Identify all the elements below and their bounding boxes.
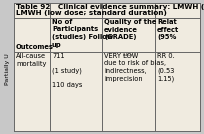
Text: No of
Participants
(studies) Follow
up: No of Participants (studies) Follow up xyxy=(52,19,113,47)
Text: Partially U: Partially U xyxy=(4,53,10,85)
Text: Quality of the
evidence
(GRADE): Quality of the evidence (GRADE) xyxy=(104,19,156,40)
Text: due to risk of bias,
indirectness,
imprecision: due to risk of bias, indirectness, impre… xyxy=(104,60,166,81)
Text: LMWH (low dose; standard duration): LMWH (low dose; standard duration) xyxy=(16,10,167,16)
Text: a,b,c: a,b,c xyxy=(123,53,133,57)
Text: 711

(1 study)

110 days: 711 (1 study) 110 days xyxy=(52,53,82,88)
Text: VERY LOW: VERY LOW xyxy=(104,53,138,59)
Text: Relat
effect
(95%: Relat effect (95% xyxy=(157,19,179,40)
Text: Outcomes: Outcomes xyxy=(16,44,54,50)
Text: All-cause
mortality: All-cause mortality xyxy=(16,53,46,67)
Text: RR 0.

(0.53
1.15): RR 0. (0.53 1.15) xyxy=(157,53,175,81)
Text: Table 92   Clinical evidence summary: LMWH (standa: Table 92 Clinical evidence summary: LMWH… xyxy=(16,5,204,10)
